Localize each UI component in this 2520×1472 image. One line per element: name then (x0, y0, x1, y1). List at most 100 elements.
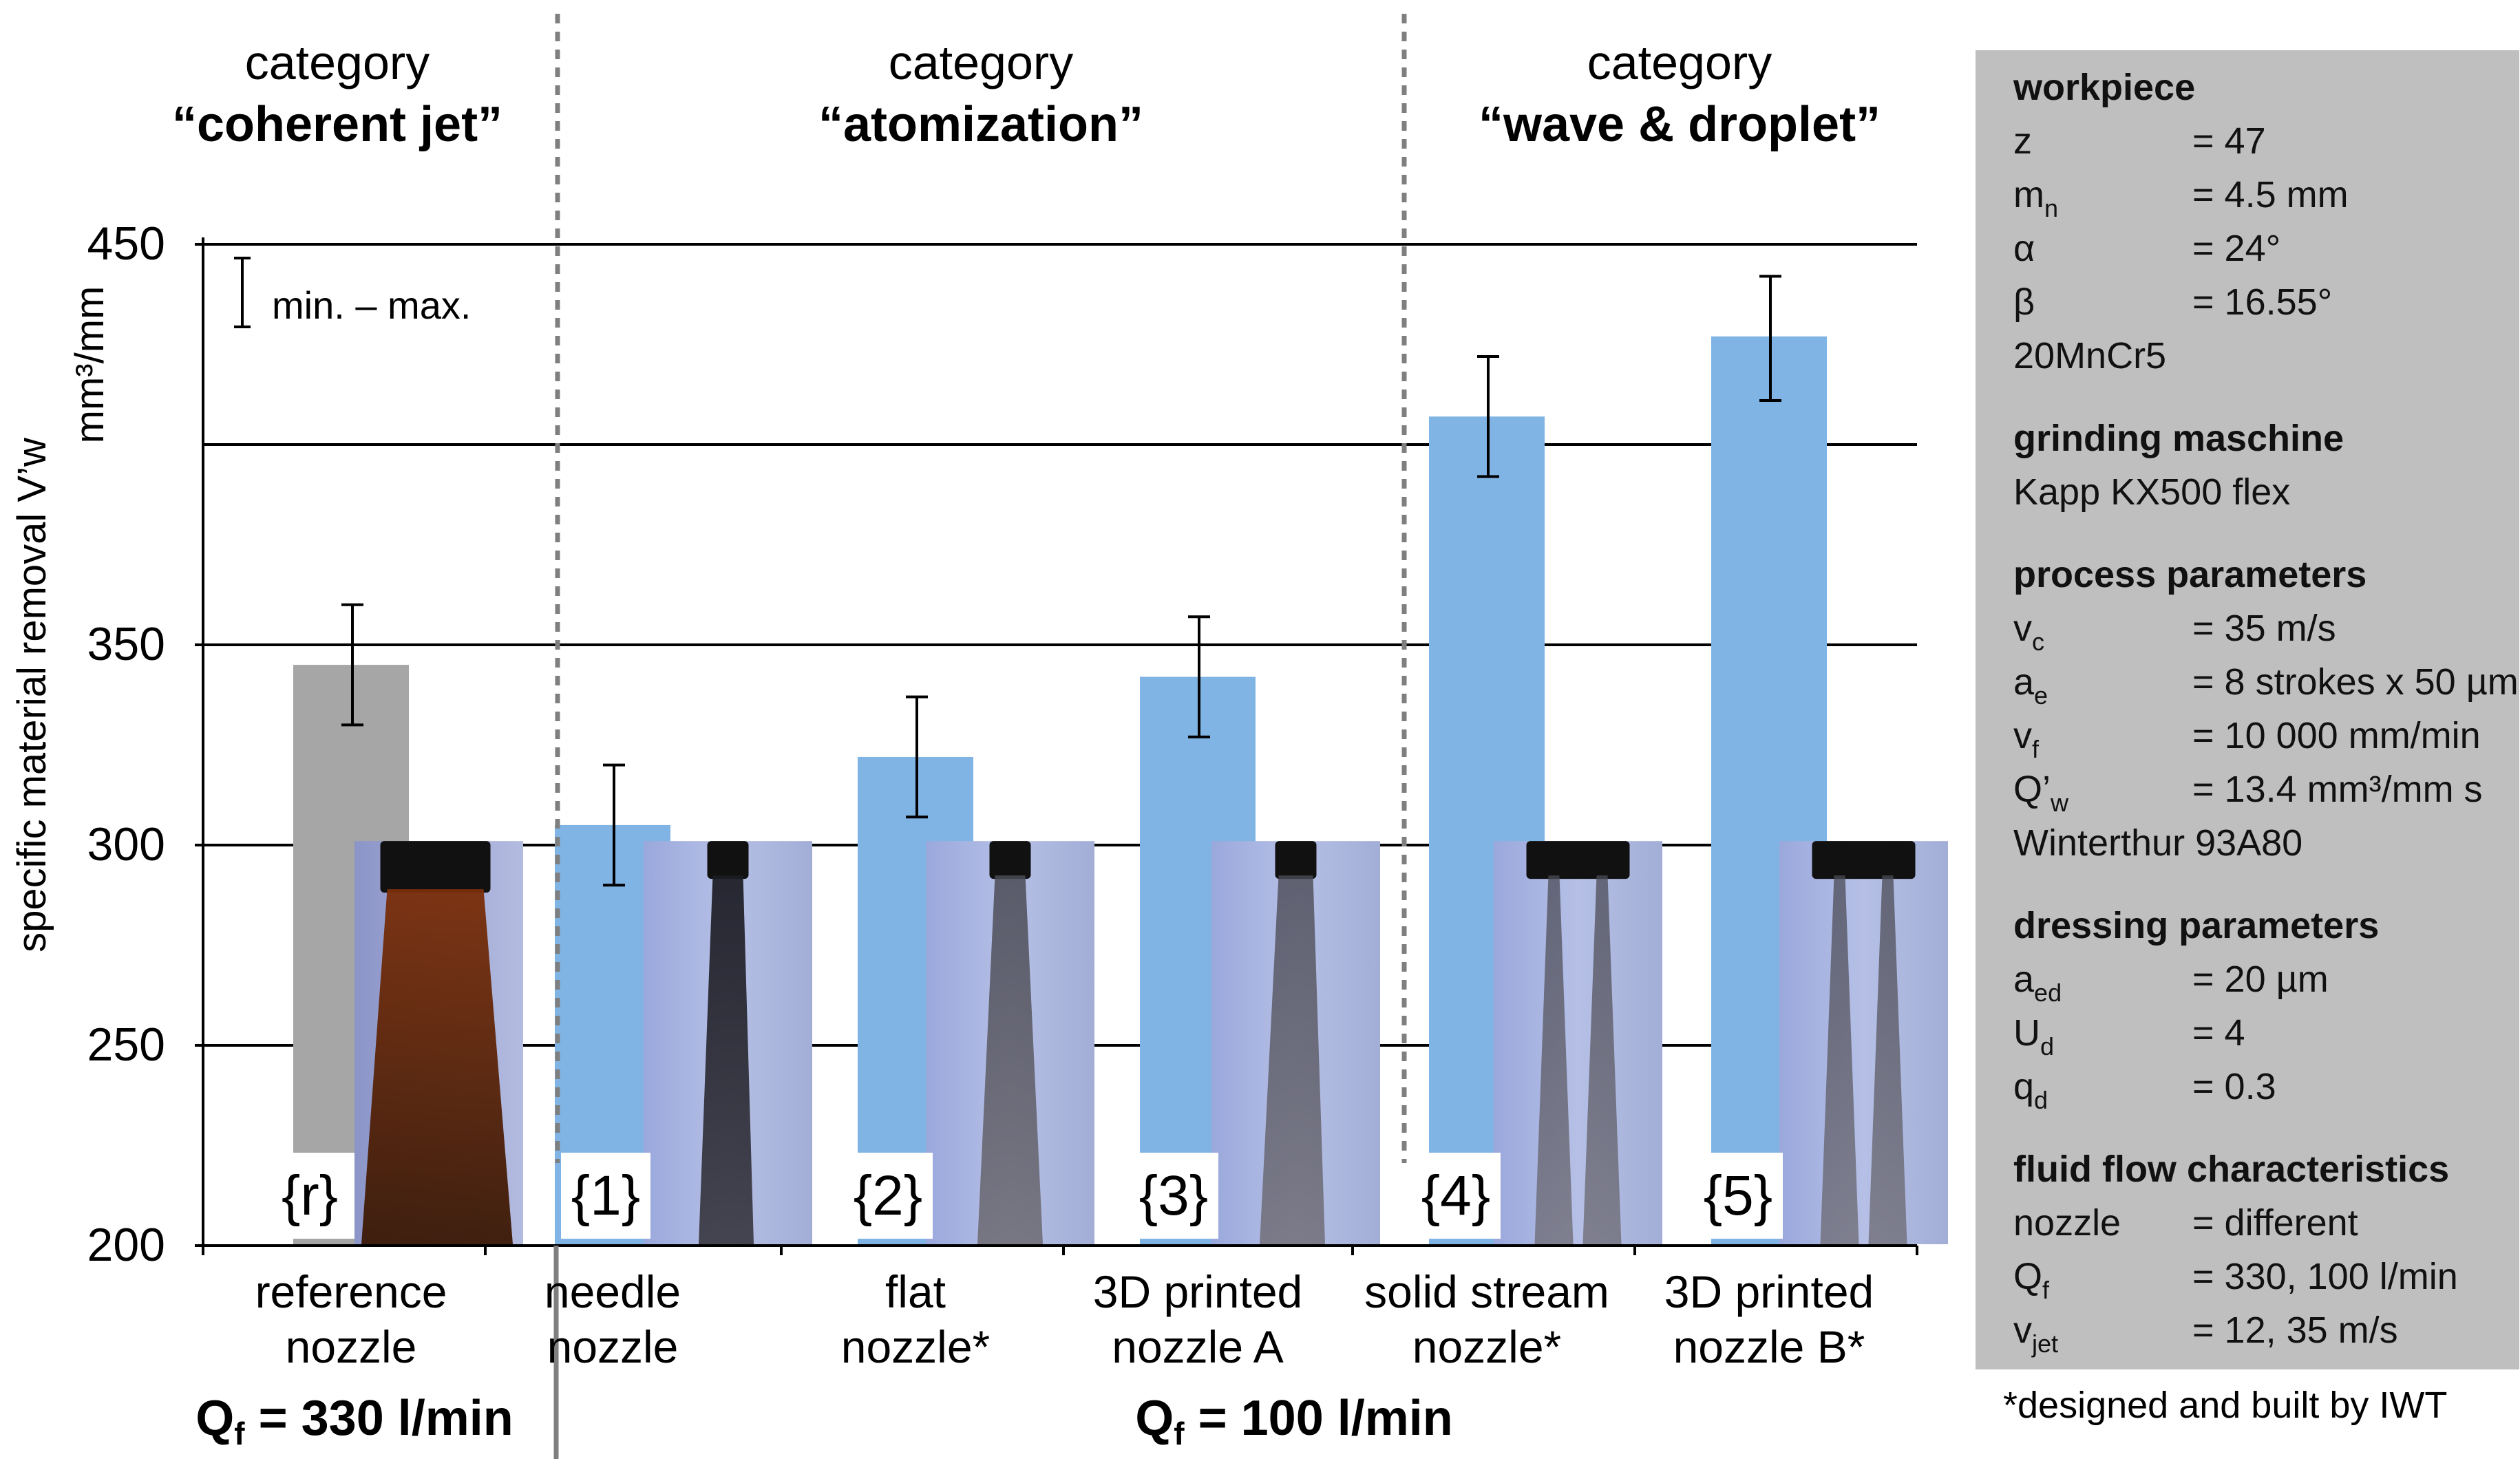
panel-param-symbol: nozzle (2013, 1202, 2121, 1244)
category-label: category (245, 36, 430, 89)
photo-id-label: {3} (1139, 1164, 1208, 1227)
panel-param-symbol: β (2013, 281, 2035, 323)
category-name: “coherent jet” (172, 97, 502, 152)
x-tick-label: flat (885, 1266, 946, 1317)
photo-id-label: {1} (571, 1164, 640, 1227)
photo-background (1779, 841, 1948, 1244)
photo-id-label: {5} (1704, 1164, 1772, 1227)
x-tick-label: nozzle* (841, 1321, 990, 1372)
photo-id-box (1129, 1153, 1218, 1239)
photo-background (1494, 841, 1662, 1244)
nozzle-head (989, 841, 1031, 879)
panel-param-symbol: z (2013, 120, 2032, 162)
panel-param-value: = 10 000 mm/min (2192, 715, 2481, 756)
photo-id-box (843, 1153, 933, 1239)
footnote: *designed and built by IWT (2003, 1385, 2447, 1426)
y-axis-unit: mm³/mm (67, 286, 112, 444)
panel-param-value: = 13.4 mm³/mm s (2192, 769, 2483, 810)
nozzle-photos (265, 841, 1948, 1244)
panel-param-symbol: vf (2013, 715, 2040, 763)
jet-stream (1820, 875, 1859, 1244)
jet-stream (1260, 875, 1325, 1244)
photo-id-label: {2} (854, 1164, 922, 1227)
panel-param-symbol: vjet (2013, 1310, 2058, 1358)
panel-param-value: = 4.5 mm (2192, 174, 2349, 215)
jet-stream (699, 875, 754, 1244)
x-tick-label: 3D printed (1664, 1266, 1874, 1317)
x-tick-label: nozzle A (1112, 1321, 1284, 1372)
x-tick-label: nozzle* (1412, 1321, 1561, 1372)
parameter-panel-text: workpiece z = 47 mn = 4.5 mm α = 24° β = 16.55° 2… (2003, 67, 2519, 1426)
category-label: category (889, 36, 1073, 89)
panel-param-symbol: 20MnCr5 (2013, 335, 2166, 376)
flow-rate-label: Qf = 330 l/min (195, 1391, 513, 1451)
y-tick-label: 250 (87, 1018, 165, 1071)
jet-stream (361, 889, 513, 1244)
jet-stream (977, 875, 1043, 1244)
y-tick-label: 300 (87, 818, 165, 871)
panel-param-value: = 8 strokes x 50 µm (2192, 661, 2519, 703)
jet-stream (1868, 875, 1907, 1244)
panel-param-symbol: Winterthur 93A80 (2013, 822, 2302, 864)
panel-param-value: = 20 µm (2192, 959, 2329, 1000)
panel-param-value: = 330, 100 l/min (2192, 1256, 2458, 1297)
panel-param-symbol: ae (2013, 661, 2048, 710)
panel-param-symbol: vc (2013, 608, 2044, 656)
error-bars (341, 275, 1781, 887)
photo-id-box (265, 1153, 354, 1239)
panel-param-value: = 12, 35 m/s (2192, 1310, 2398, 1351)
category-name: “atomization” (818, 97, 1143, 152)
panel-param-value: = different (2192, 1202, 2358, 1244)
panel-param-value: = 0.3 (2192, 1066, 2276, 1107)
parameter-panel (1976, 50, 2519, 1369)
panel-param-value: = 24° (2192, 228, 2280, 269)
x-tick-label: solid stream (1364, 1266, 1609, 1317)
y-tick-label: 350 (87, 618, 165, 670)
x-tick-label: 3D printed (1093, 1266, 1303, 1317)
category-name: “wave & droplet” (1479, 97, 1881, 152)
panel-param-symbol: Q’w (2013, 769, 2069, 817)
jet-stream (1534, 875, 1574, 1244)
nozzle-photo-2 (926, 841, 1094, 1244)
nozzle-head (1526, 841, 1630, 879)
nozzle-photo-0 (354, 841, 523, 1244)
nozzle-photo-3 (1211, 841, 1380, 1244)
photo-id-box (561, 1153, 650, 1239)
nozzle-head (1812, 841, 1916, 879)
panel-section-title: dressing parameters (2013, 905, 2379, 946)
nozzle-photo-4 (1494, 841, 1662, 1244)
x-tick-label: nozzle (547, 1321, 679, 1372)
panel-param-value: = 4 (2192, 1012, 2245, 1054)
photo-id-box (1411, 1153, 1501, 1239)
photo-id-label: {r} (282, 1164, 338, 1227)
panel-section-title: process parameters (2013, 554, 2367, 595)
panel-param-value: = 16.55° (2192, 281, 2332, 323)
x-tick-label: nozzle (286, 1321, 417, 1372)
y-axis-title: specific material removal V’w (10, 437, 54, 952)
x-tick-label: needle (544, 1266, 681, 1317)
nozzle-head (1275, 841, 1317, 879)
photo-id-label: {4} (1421, 1164, 1490, 1227)
panel-section-title: grinding maschine (2013, 418, 2344, 459)
y-tick-label: 450 (87, 217, 165, 270)
axes (195, 14, 1918, 1459)
jet-stream (1582, 875, 1622, 1244)
panel-param-symbol: qd (2013, 1066, 2048, 1114)
nozzle-photo-1 (644, 841, 812, 1244)
legend-label: min. – max. (272, 284, 471, 327)
panel-param-symbol: Ud (2013, 1012, 2054, 1060)
panel-param-symbol: mn (2013, 174, 2058, 222)
panel-section-title: workpiece (2013, 67, 2195, 108)
y-tick-label: 200 (87, 1219, 165, 1271)
x-tick-label: reference (255, 1266, 447, 1317)
panel-param-value: = 35 m/s (2192, 608, 2336, 649)
x-tick-label: nozzle B* (1673, 1321, 1865, 1372)
category-label: category (1587, 36, 1772, 89)
panel-param-symbol: α (2013, 228, 2035, 269)
nozzle-head (380, 841, 491, 893)
panel-section-title: fluid flow characteristics (2013, 1149, 2449, 1190)
panel-param-value: = 47 (2192, 120, 2266, 162)
panel-param-symbol: Kapp KX500 flex (2013, 471, 2290, 513)
nozzle-photo-5 (1779, 841, 1948, 1244)
